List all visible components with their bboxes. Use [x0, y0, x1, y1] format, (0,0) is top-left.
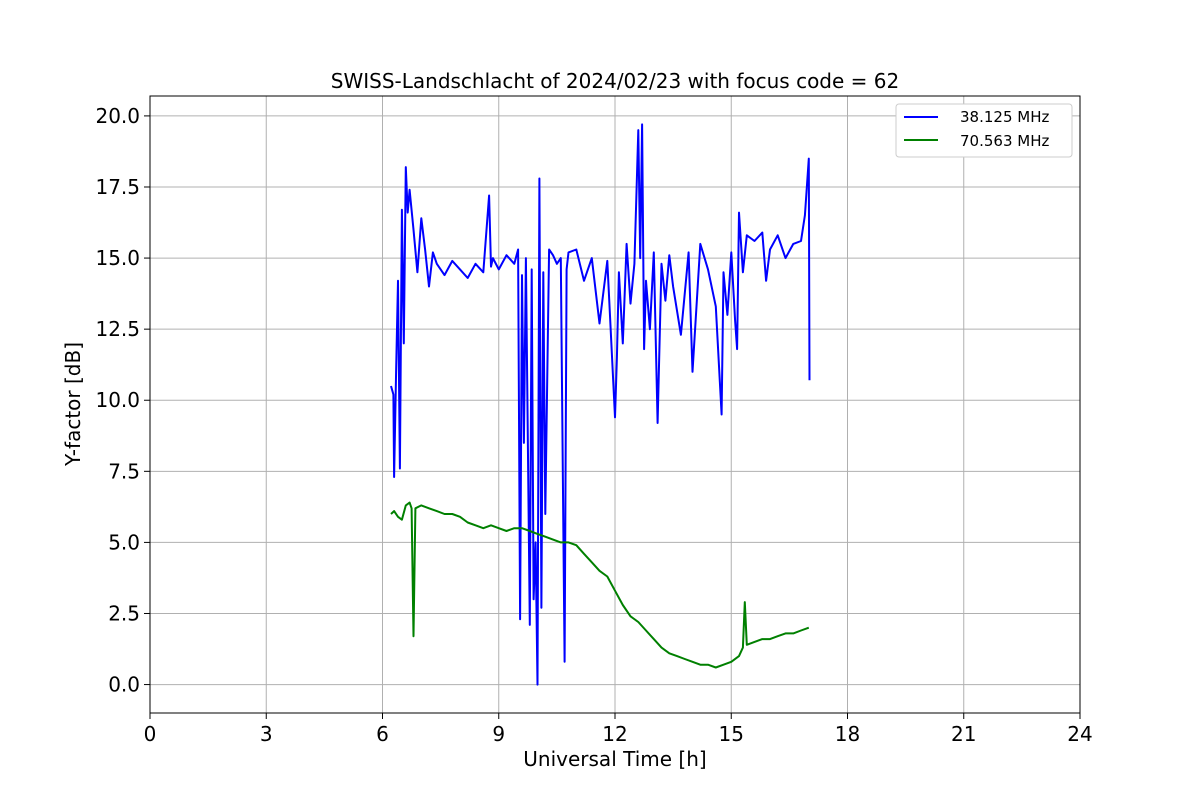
legend: 38.125 MHz 70.563 MHz [895, 103, 1073, 158]
legend-label-38-mhz: 38.125 MHz [960, 108, 1049, 126]
chart-title: SWISS-Landschlacht of 2024/02/23 with fo… [331, 69, 899, 93]
x-tick-label: 9 [492, 722, 505, 746]
y-tick-label: 0.0 [108, 673, 140, 697]
plot-series [390, 123, 811, 686]
x-axis-label: Universal Time [h] [523, 747, 706, 771]
x-tick-label: 0 [144, 722, 157, 746]
x-tick-label: 6 [376, 722, 389, 746]
series-line-70-mhz [390, 501, 810, 669]
y-tick-label: 15.0 [95, 246, 140, 270]
y-tick-label: 20.0 [95, 104, 140, 128]
y-axis-ticks: 0.0 2.5 5.0 7.5 10.0 12.5 15.0 17.5 20.0 [95, 104, 150, 697]
x-tick-label: 18 [835, 722, 860, 746]
legend-label-70-mhz: 70.563 MHz [960, 132, 1049, 150]
x-tick-label: 15 [719, 722, 744, 746]
y-tick-label: 5.0 [108, 530, 140, 554]
y-tick-label: 10.0 [95, 388, 140, 412]
y-tick-label: 2.5 [108, 601, 140, 625]
y-axis-label: Y-factor [dB] [61, 342, 85, 467]
x-tick-label: 21 [951, 722, 976, 746]
legend-box [895, 103, 1073, 158]
y-tick-label: 12.5 [95, 317, 140, 341]
x-tick-label: 24 [1067, 722, 1092, 746]
series-line-38-mhz [390, 123, 811, 686]
x-tick-label: 12 [602, 722, 627, 746]
y-tick-label: 7.5 [108, 459, 140, 483]
x-axis-ticks: 0 3 6 9 12 15 18 21 24 [144, 713, 1093, 746]
x-tick-label: 3 [260, 722, 273, 746]
y-tick-label: 17.5 [95, 175, 140, 199]
